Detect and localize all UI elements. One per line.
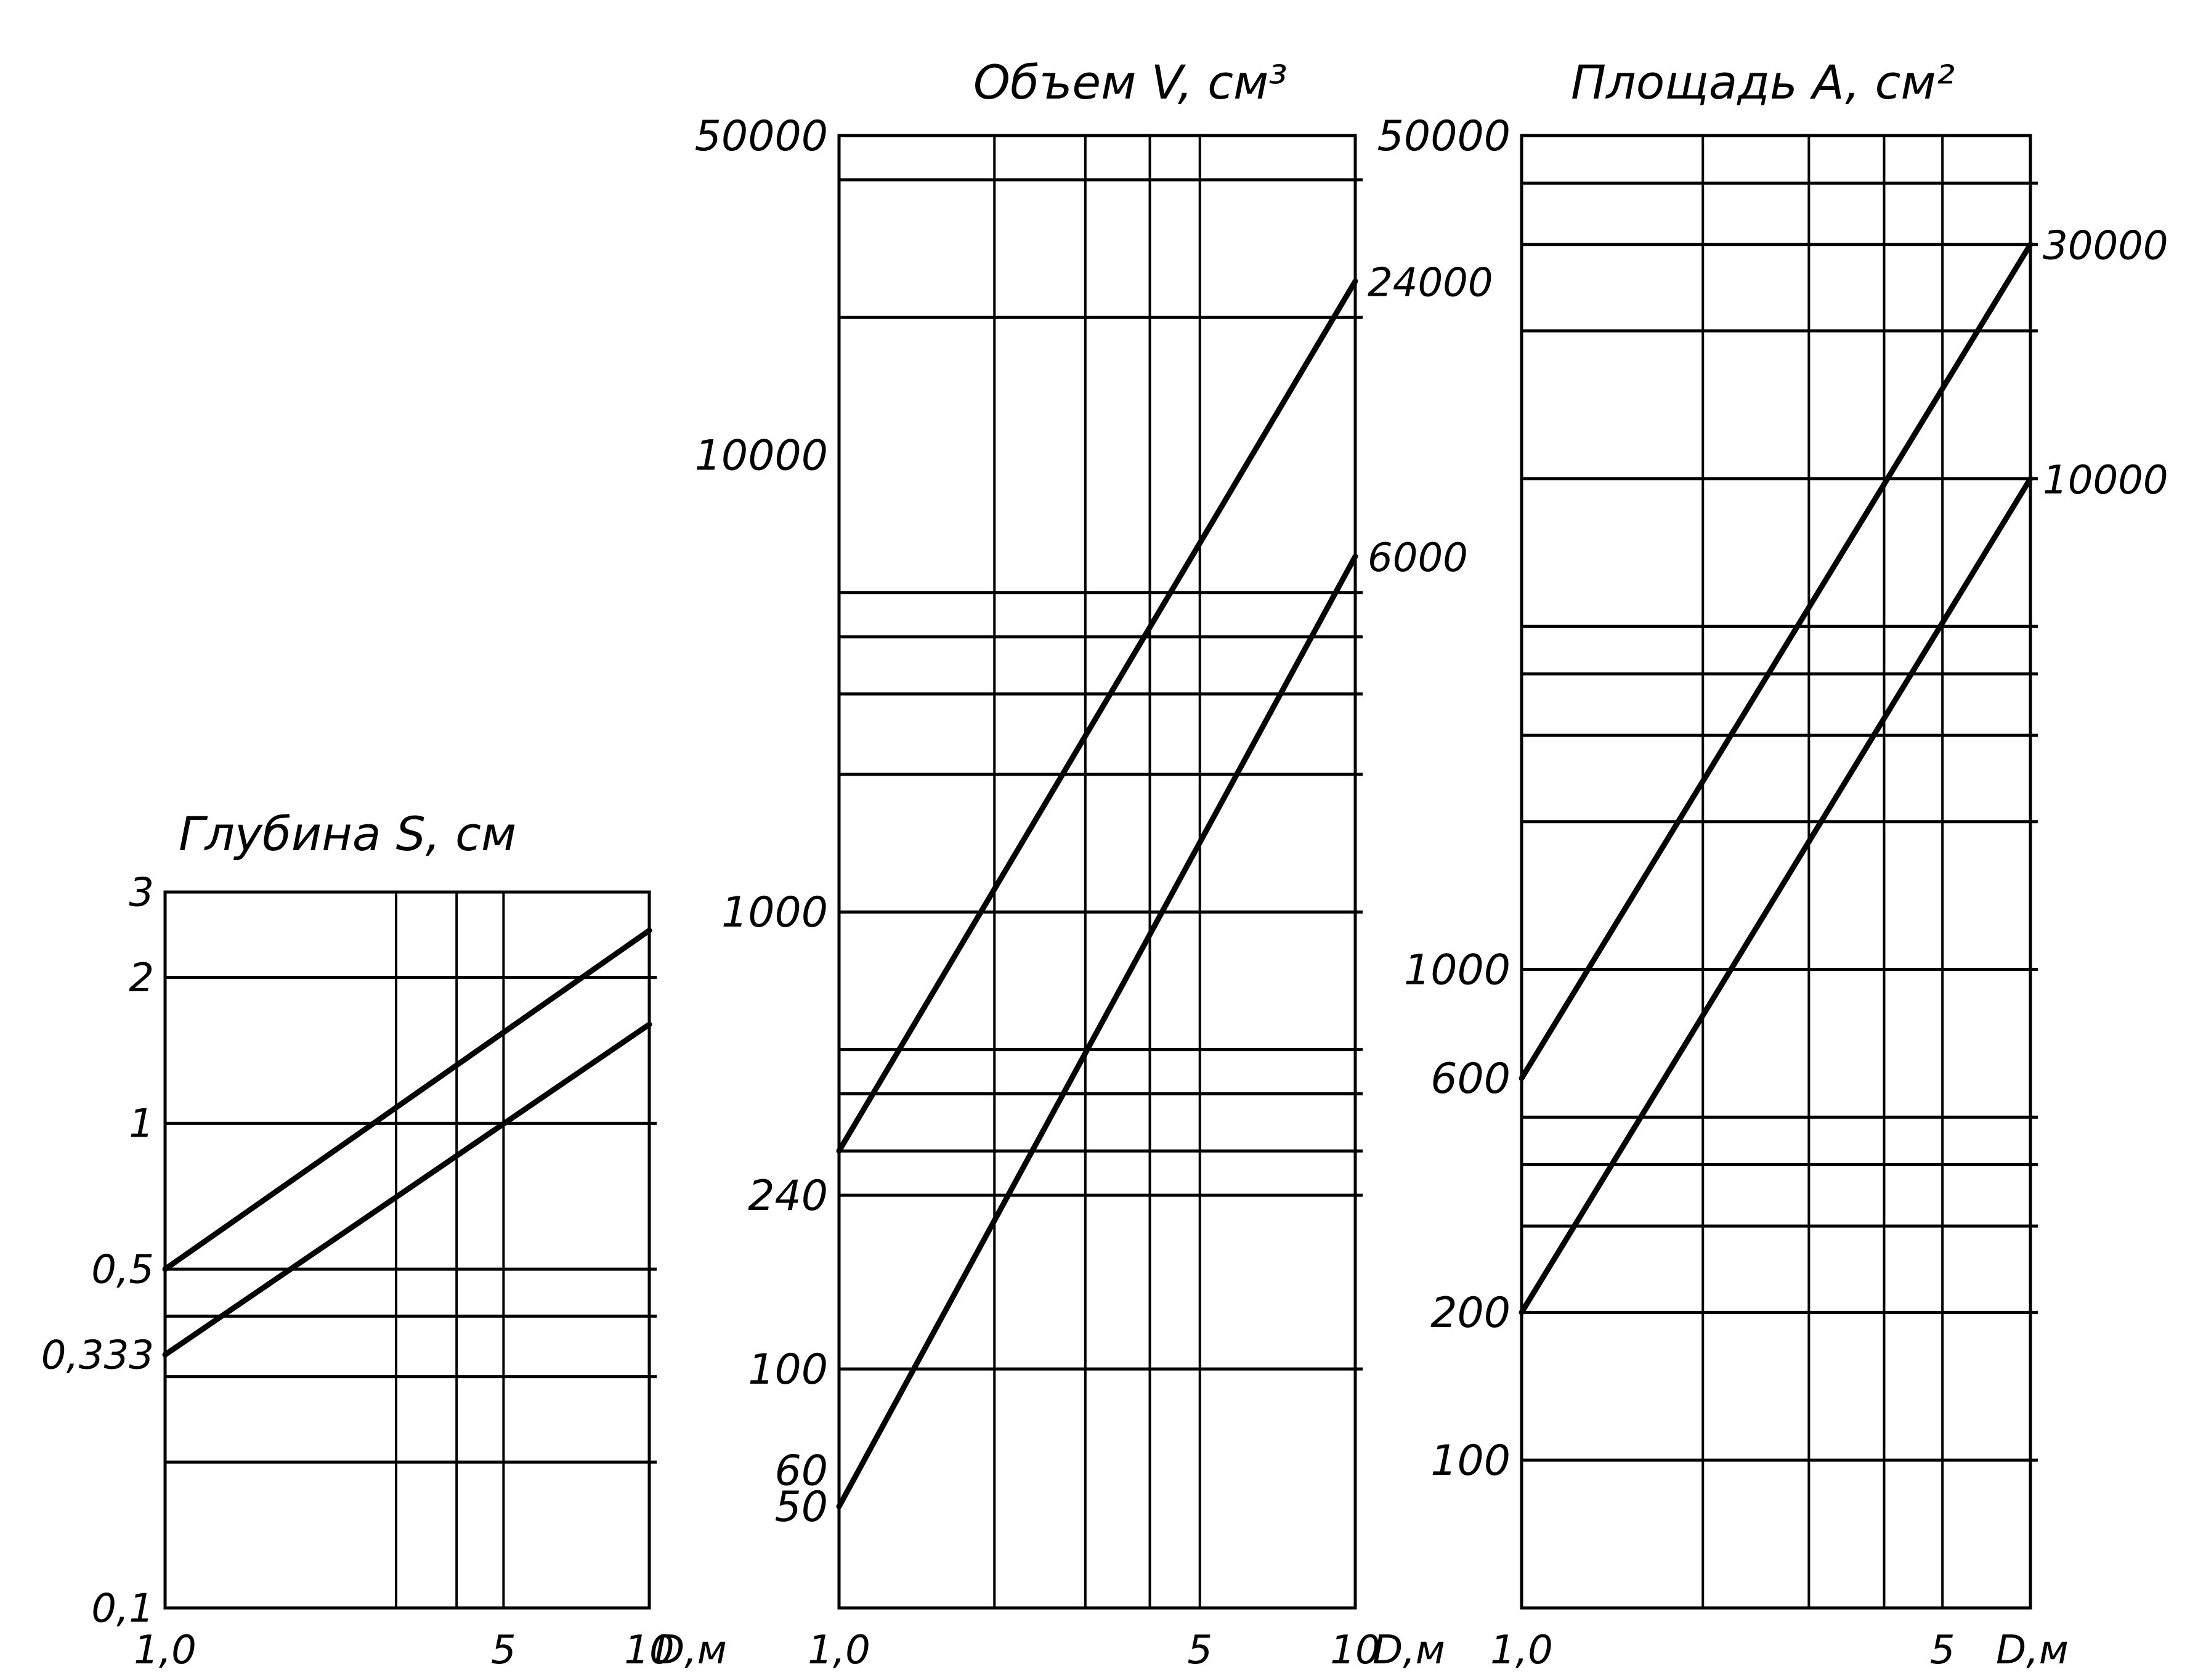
depth-chart-frame [163, 890, 651, 1610]
area-chart-y-tick-label-4: 50000 [1377, 112, 1511, 161]
area-chart-title: Площадь A, см² [1571, 55, 1955, 110]
depth-chart-x-tick-label-0: 1,0 [134, 1628, 197, 1673]
area-chart-series-end-label-1: 10000 [2043, 458, 2168, 503]
volume-chart-y-tick-label-5: 10000 [695, 431, 828, 480]
volume-chart-y-tick-label-3: 240 [748, 1172, 828, 1220]
depth-chart-title: Глубина S, см [179, 806, 516, 861]
depth-chart-x-axis-label: D,м [654, 1628, 727, 1673]
area-chart-y-tick-label-1: 200 [1430, 1289, 1511, 1337]
depth-chart-y-tick-label-4: 2 [129, 956, 154, 1001]
volume-chart-y-tick-label-4: 1000 [721, 888, 828, 937]
depth-chart-series [162, 927, 652, 1358]
volume-chart-frame [837, 134, 1357, 1610]
volume-chart-series-line-0 [836, 278, 1358, 1154]
area-chart-series-line-0 [1519, 241, 2034, 1081]
volume-chart-x-tick-label-2: 10 [1330, 1628, 1380, 1673]
volume-chart-y-tick-label-2: 100 [748, 1345, 828, 1394]
depth-chart-y-tick-label-5: 3 [129, 870, 154, 915]
volume-chart-x-axis-label: D,м [1373, 1628, 1445, 1673]
depth-chart-y-tick-label-1: 0,333 [41, 1333, 154, 1378]
depth-chart-series-line-1 [162, 1021, 652, 1358]
depth-chart-y-tick-label-3: 1 [129, 1102, 154, 1147]
area-chart-x-tick-labels: 1,0 5 [1490, 1628, 1955, 1673]
volume-chart-x-tick-label-1: 5 [1187, 1628, 1212, 1673]
volume-chart-series-end-label-1: 6000 [1368, 535, 1468, 581]
area-chart-series [1519, 241, 2034, 1315]
depth-chart-y-tick-label-2: 0,5 [91, 1248, 154, 1293]
volume-chart-y-tick-label-6: 50000 [695, 112, 828, 161]
area-chart-x-axis-label: D,м [1996, 1628, 2069, 1673]
area-chart-y-tick-label-3: 1000 [1404, 946, 1511, 994]
depth-chart-panel: Глубина S, см 0,1 0,333 0,5 1 2 3 1,0 5 10 D,м [41, 806, 727, 1673]
area-chart-y-tick-labels: 100 200 600 1000 50000 [1377, 112, 1511, 1485]
area-chart-y-tick-label-2: 600 [1430, 1055, 1511, 1103]
volume-chart-title: Объем V, см³ [973, 55, 1288, 110]
volume-chart-gridlines [839, 136, 1363, 1608]
volume-chart-series [836, 278, 1358, 1509]
depth-chart-series-line-0 [162, 927, 652, 1272]
volume-chart-y-tick-label-0: 50 [774, 1483, 828, 1532]
area-chart-end-labels: 30000 10000 [2043, 224, 2168, 503]
area-chart-series-line-1 [1519, 476, 2034, 1315]
volume-chart-end-labels: 24000 6000 [1368, 260, 1493, 581]
volume-chart-series-end-label-0: 24000 [1368, 260, 1493, 306]
area-chart-gridlines [1522, 136, 2038, 1608]
area-chart-frame [1520, 134, 2032, 1610]
volume-chart-y-tick-label-1: 60 [774, 1447, 828, 1495]
volume-chart-series-line-1 [836, 553, 1358, 1509]
volume-chart-x-tick-labels: 1,0 5 10 [808, 1628, 1381, 1673]
depth-chart-x-tick-labels: 1,0 5 10 [134, 1628, 675, 1673]
area-chart-y-tick-label-0: 100 [1430, 1437, 1511, 1485]
area-chart-series-end-label-0: 30000 [2043, 224, 2168, 269]
depth-chart-x-tick-label-2: 10 [624, 1628, 674, 1673]
volume-chart-x-tick-label-0: 1,0 [808, 1628, 870, 1673]
depth-chart-gridlines [165, 892, 657, 1608]
area-chart-x-tick-label-0: 1,0 [1490, 1628, 1553, 1673]
volume-chart-title-text: Объем V, см³ [973, 55, 1288, 110]
depth-chart-y-tick-label-0: 0,1 [91, 1586, 154, 1631]
area-chart-title-text: Площадь A, см² [1571, 55, 1955, 110]
depth-chart-y-tick-labels: 0,1 0,333 0,5 1 2 3 [41, 870, 154, 1631]
depth-chart-x-tick-label-1: 5 [491, 1628, 516, 1673]
area-chart-x-tick-label-1: 5 [1930, 1628, 1955, 1673]
